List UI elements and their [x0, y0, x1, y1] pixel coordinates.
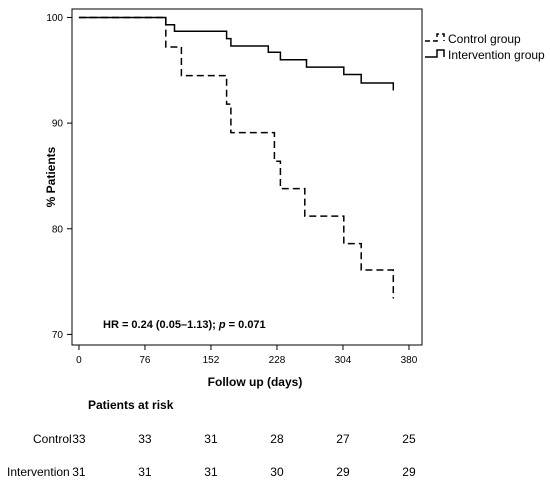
x-tick-label: 0 — [76, 355, 82, 366]
risk-cell: 31 — [138, 465, 152, 479]
y-axis: 70 80 90 100 — [46, 13, 72, 341]
x-axis-title: Follow up (days) — [208, 375, 303, 389]
risk-cell: 27 — [336, 432, 350, 446]
hr-annotation: HR = 0.24 (0.05–1.13); p = 0.071 — [103, 319, 266, 331]
legend-swatch-intervention-group — [425, 49, 445, 58]
risk-row-label: Intervention — [7, 465, 70, 479]
legend: Control group Intervention group — [425, 32, 545, 62]
risk-cell: 33 — [138, 432, 152, 446]
x-tick-label: 304 — [335, 355, 352, 366]
risk-table-title: Patients at risk — [88, 398, 174, 412]
risk-cell: 31 — [72, 465, 86, 479]
hr-annotation-p: p — [218, 319, 226, 331]
x-axis: 0 76 152 228 304 380 — [76, 345, 418, 366]
risk-cell: 30 — [270, 465, 284, 479]
plot-frame — [71, 8, 423, 346]
risk-row-label: Control — [33, 432, 72, 446]
series-layer — [78, 16, 395, 299]
series-line-control-group — [78, 16, 395, 299]
x-tick-label: 152 — [203, 355, 220, 366]
x-tick-label: 380 — [401, 355, 418, 366]
hr-annotation-prefix: HR = 0.24 (0.05–1.13); — [103, 319, 219, 331]
series-line-intervention-group — [78, 16, 395, 91]
y-axis-title: % Patients — [44, 146, 58, 207]
hr-annotation-suffix: = 0.071 — [226, 319, 266, 331]
y-tick-label: 100 — [46, 13, 63, 24]
legend-label-intervention-group: Intervention group — [448, 48, 545, 62]
legend-label-control-group: Control group — [448, 32, 521, 46]
y-tick-label: 70 — [52, 330, 64, 341]
risk-cell: 29 — [402, 465, 416, 479]
risk-cell: 28 — [270, 432, 284, 446]
risk-cell: 33 — [72, 432, 86, 446]
y-tick-label: 80 — [52, 224, 64, 235]
legend-swatch-control-group — [425, 33, 445, 42]
x-tick-label: 76 — [139, 355, 151, 366]
risk-cell: 29 — [336, 465, 350, 479]
risk-cell: 31 — [204, 432, 218, 446]
risk-cell: 31 — [204, 465, 218, 479]
x-tick-label: 228 — [269, 355, 286, 366]
risk-cell: 25 — [402, 432, 416, 446]
y-tick-label: 90 — [52, 119, 64, 130]
